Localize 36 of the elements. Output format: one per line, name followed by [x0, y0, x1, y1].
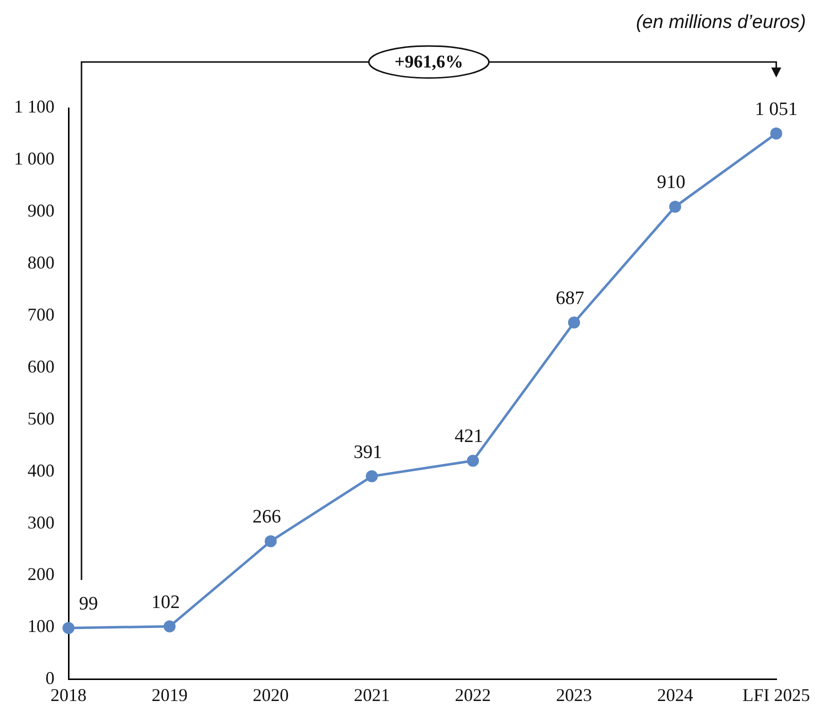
- point: [568, 316, 580, 329]
- y-tick-label: 600: [28, 356, 54, 376]
- point: [770, 127, 782, 140]
- point: [164, 620, 176, 632]
- y-tick-label: 300: [28, 512, 54, 532]
- text: +961,6%: [394, 52, 464, 72]
- x-tick-label: 2023: [556, 684, 592, 705]
- data-label: 421: [454, 426, 484, 448]
- data-label: 1 051: [754, 98, 798, 120]
- y-tick-label: 800: [28, 252, 54, 273]
- x-tick-label: 2020: [252, 684, 289, 705]
- x-tick-label: 2021: [354, 684, 390, 705]
- data-label: 266: [252, 506, 281, 528]
- data-label: 99: [79, 593, 98, 614]
- y-tick-label: 100: [28, 616, 54, 636]
- y-tick-label: 1 000: [14, 148, 54, 169]
- x-tick-label: 2022: [454, 684, 491, 705]
- data-label: 687: [556, 288, 584, 310]
- point: [62, 622, 74, 634]
- x-tick-label: 2019: [152, 684, 188, 705]
- point: [366, 470, 378, 482]
- point: [669, 200, 682, 213]
- y-tick-label: 700: [28, 304, 54, 325]
- text: (en millions d’euros): [636, 12, 806, 34]
- data-label: 391: [354, 442, 382, 463]
- data-label: 910: [656, 172, 686, 194]
- y-tick-label: 1 100: [14, 96, 54, 117]
- point: [264, 535, 277, 548]
- y-tick-label: 400: [28, 460, 54, 480]
- y-tick-label: 500: [28, 408, 54, 428]
- x-tick-label: 2024: [657, 684, 694, 705]
- x-tick-label: LFI 2025: [742, 684, 810, 705]
- y-tick-label: 900: [28, 200, 54, 221]
- y-tick-label: 200: [28, 564, 54, 584]
- point: [466, 454, 479, 467]
- data-label: 102: [151, 592, 180, 613]
